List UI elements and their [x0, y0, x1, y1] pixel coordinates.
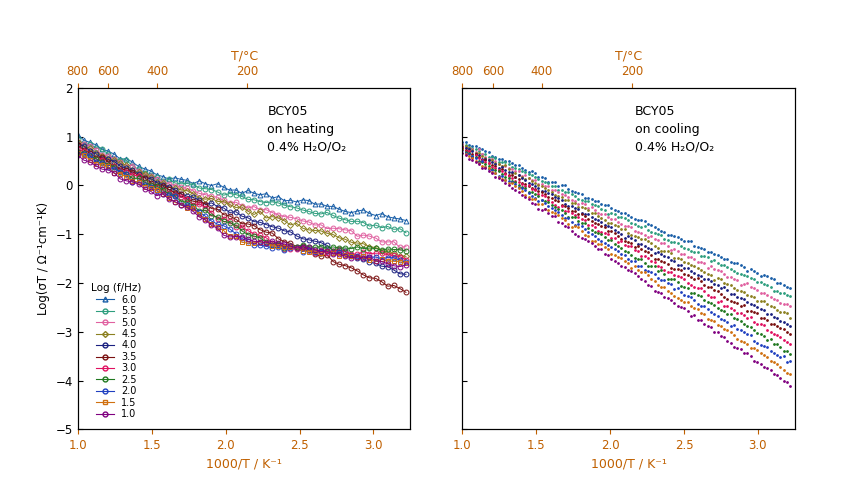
X-axis label: 1000/T / K⁻¹: 1000/T / K⁻¹ [206, 458, 282, 471]
Legend: 6.0, 5.5, 5.0, 4.5, 4.0, 3.5, 3.0, 2.5, 2.0, 1.5, 1.0: 6.0, 5.5, 5.0, 4.5, 4.0, 3.5, 3.0, 2.5, … [89, 281, 143, 421]
X-axis label: T/°C: T/°C [231, 50, 257, 62]
X-axis label: T/°C: T/°C [615, 50, 642, 62]
Y-axis label: Log(σT / Ω⁻¹cm⁻¹K): Log(σT / Ω⁻¹cm⁻¹K) [37, 202, 50, 315]
Text: BCY05
on cooling
0.4% H₂O/O₂: BCY05 on cooling 0.4% H₂O/O₂ [635, 105, 715, 154]
X-axis label: 1000/T / K⁻¹: 1000/T / K⁻¹ [591, 458, 666, 471]
Text: BCY05
on heating
0.4% H₂O/O₂: BCY05 on heating 0.4% H₂O/O₂ [267, 105, 346, 154]
